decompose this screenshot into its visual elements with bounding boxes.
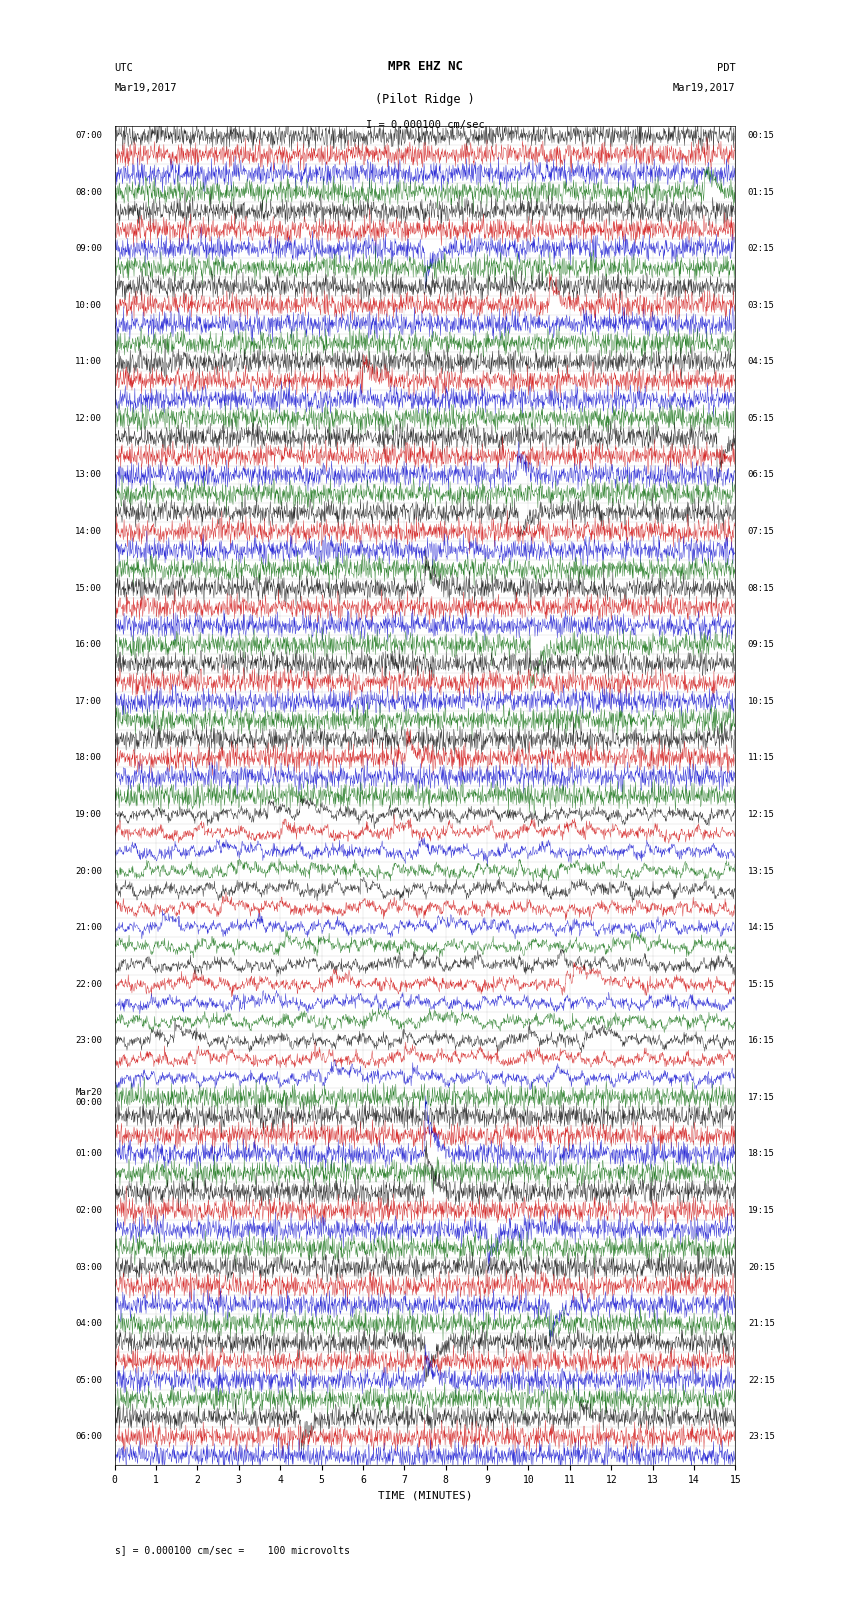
Text: 10:15: 10:15 xyxy=(748,697,774,706)
Text: 23:15: 23:15 xyxy=(748,1432,774,1442)
Text: 20:00: 20:00 xyxy=(76,866,102,876)
Text: 11:00: 11:00 xyxy=(76,358,102,366)
Text: Mar20
00:00: Mar20 00:00 xyxy=(76,1087,102,1107)
Text: 07:00: 07:00 xyxy=(76,131,102,140)
Text: 14:00: 14:00 xyxy=(76,527,102,536)
Text: 17:00: 17:00 xyxy=(76,697,102,706)
Text: (Pilot Ridge ): (Pilot Ridge ) xyxy=(375,94,475,106)
Text: 18:00: 18:00 xyxy=(76,753,102,763)
Text: 04:15: 04:15 xyxy=(748,358,774,366)
Text: 13:15: 13:15 xyxy=(748,866,774,876)
Text: 23:00: 23:00 xyxy=(76,1036,102,1045)
Text: 14:15: 14:15 xyxy=(748,923,774,932)
Text: 15:15: 15:15 xyxy=(748,979,774,989)
Text: 09:15: 09:15 xyxy=(748,640,774,648)
Text: UTC: UTC xyxy=(115,63,133,73)
Text: 21:00: 21:00 xyxy=(76,923,102,932)
Text: 17:15: 17:15 xyxy=(748,1094,774,1102)
X-axis label: TIME (MINUTES): TIME (MINUTES) xyxy=(377,1490,473,1500)
Text: 05:00: 05:00 xyxy=(76,1376,102,1384)
Text: 16:00: 16:00 xyxy=(76,640,102,648)
Text: 02:00: 02:00 xyxy=(76,1207,102,1215)
Text: 22:00: 22:00 xyxy=(76,979,102,989)
Text: 15:00: 15:00 xyxy=(76,584,102,592)
Text: 01:00: 01:00 xyxy=(76,1150,102,1158)
Text: 06:00: 06:00 xyxy=(76,1432,102,1442)
Text: 02:15: 02:15 xyxy=(748,244,774,253)
Text: 08:15: 08:15 xyxy=(748,584,774,592)
Text: 03:00: 03:00 xyxy=(76,1263,102,1271)
Text: MPR EHZ NC: MPR EHZ NC xyxy=(388,60,462,73)
Text: 12:15: 12:15 xyxy=(748,810,774,819)
Text: 07:15: 07:15 xyxy=(748,527,774,536)
Text: 19:15: 19:15 xyxy=(748,1207,774,1215)
Text: 09:00: 09:00 xyxy=(76,244,102,253)
Text: 21:15: 21:15 xyxy=(748,1319,774,1327)
Text: 10:00: 10:00 xyxy=(76,300,102,310)
Text: 06:15: 06:15 xyxy=(748,471,774,479)
Text: 05:15: 05:15 xyxy=(748,415,774,423)
Text: Mar19,2017: Mar19,2017 xyxy=(115,82,177,92)
Text: Mar19,2017: Mar19,2017 xyxy=(673,82,735,92)
Text: 01:15: 01:15 xyxy=(748,187,774,197)
Text: 11:15: 11:15 xyxy=(748,753,774,763)
Text: 00:15: 00:15 xyxy=(748,131,774,140)
Text: I = 0.000100 cm/sec: I = 0.000100 cm/sec xyxy=(366,119,484,131)
Text: 19:00: 19:00 xyxy=(76,810,102,819)
Text: 18:15: 18:15 xyxy=(748,1150,774,1158)
Text: 22:15: 22:15 xyxy=(748,1376,774,1384)
Text: PDT: PDT xyxy=(717,63,735,73)
Text: 03:15: 03:15 xyxy=(748,300,774,310)
Text: 16:15: 16:15 xyxy=(748,1036,774,1045)
Text: 12:00: 12:00 xyxy=(76,415,102,423)
Text: s] = 0.000100 cm/sec =    100 microvolts: s] = 0.000100 cm/sec = 100 microvolts xyxy=(115,1545,349,1555)
Text: 04:00: 04:00 xyxy=(76,1319,102,1327)
Text: 08:00: 08:00 xyxy=(76,187,102,197)
Text: 13:00: 13:00 xyxy=(76,471,102,479)
Text: 20:15: 20:15 xyxy=(748,1263,774,1271)
